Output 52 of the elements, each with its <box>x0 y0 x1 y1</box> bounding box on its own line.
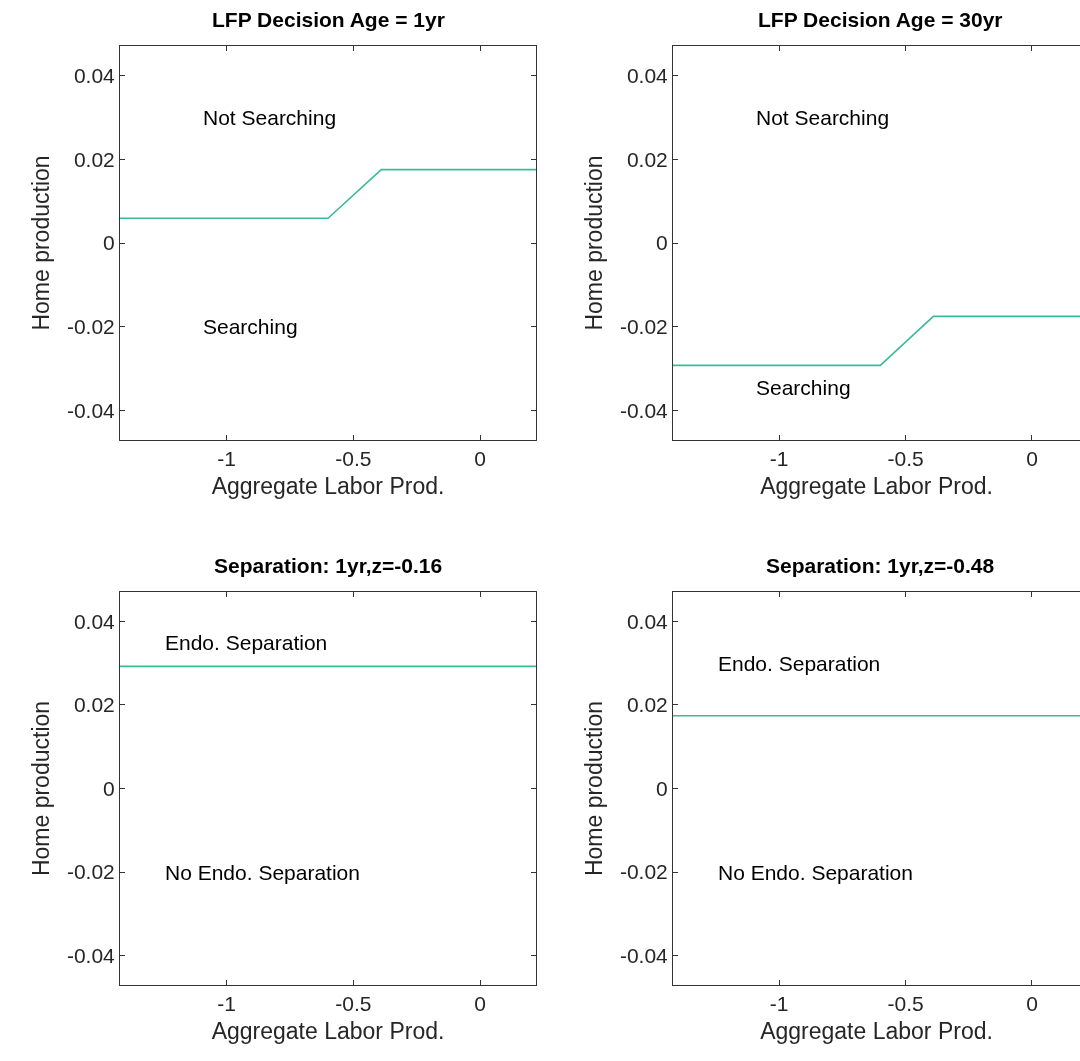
y-tick-label: 0.04 <box>626 63 669 87</box>
x-tick-label: -1 <box>217 992 236 1016</box>
annotation: Not Searching <box>756 106 890 129</box>
x-tick-label: -1 <box>769 992 789 1016</box>
annotation: Searching <box>203 315 298 338</box>
y-tick-label: 0.02 <box>626 693 668 717</box>
annotation: Not Searching <box>203 106 337 129</box>
x-axis-title: Aggregate Labor Prod. <box>211 472 445 499</box>
y-tick-label: 0.04 <box>626 609 669 633</box>
annotation: Endo. Separation <box>165 631 328 654</box>
y-tick-label: 0.04 <box>73 63 116 87</box>
x-axis-title: Aggregate Labor Prod. <box>760 472 993 499</box>
y-tick-label: -0.04 <box>619 944 669 968</box>
y-tick-label: -0.04 <box>66 399 116 423</box>
x-tick-label: -1 <box>217 447 236 471</box>
chart-title: Separation: 1yr,z=-0.16 <box>214 554 443 577</box>
x-tick-label: 0 <box>474 992 487 1016</box>
x-tick-label: -0.5 <box>335 447 372 471</box>
x-tick-label: -0.5 <box>335 992 372 1016</box>
y-axis-title: Home production <box>28 700 55 877</box>
y-axis-title: Home production <box>28 155 55 331</box>
chart-title: Separation: 1yr,z=-0.48 <box>766 554 995 577</box>
y-tick-label: -0.02 <box>66 860 115 884</box>
y-tick-label: 0.02 <box>73 147 115 171</box>
chart-title: LFP Decision Age = 30yr <box>758 8 1003 31</box>
y-tick-label: -0.02 <box>619 860 668 884</box>
y-tick-label: -0.02 <box>619 315 668 339</box>
y-tick-label: 0 <box>103 231 115 255</box>
x-tick-label: -0.5 <box>887 447 924 471</box>
annotation: Endo. Separation <box>718 652 881 675</box>
annotation: No Endo. Separation <box>165 861 360 884</box>
x-axis-title: Aggregate Labor Prod. <box>760 1017 993 1044</box>
x-tick-label: 0 <box>474 447 487 471</box>
x-tick-label: -0.5 <box>887 992 924 1016</box>
y-tick-label: 0.02 <box>73 693 115 717</box>
y-tick-label: -0.02 <box>66 315 115 339</box>
y-tick-label: 0 <box>103 776 115 800</box>
y-tick-label: 0.02 <box>626 147 668 171</box>
annotation: Searching <box>756 376 851 399</box>
chart-title: LFP Decision Age = 1yr <box>212 8 445 31</box>
y-tick-label: 0 <box>656 776 668 800</box>
y-tick-label: 0 <box>656 231 668 255</box>
y-axis-title: Home production <box>581 700 608 877</box>
x-tick-label: 0 <box>1026 992 1038 1016</box>
y-axis-title: Home production <box>581 155 608 331</box>
y-tick-label: 0.04 <box>73 609 116 633</box>
x-tick-label: 0 <box>1026 447 1038 471</box>
x-tick-label: -1 <box>769 447 789 471</box>
x-axis-title: Aggregate Labor Prod. <box>211 1017 445 1044</box>
y-tick-label: -0.04 <box>66 944 116 968</box>
y-tick-label: -0.04 <box>619 399 669 423</box>
annotation: No Endo. Separation <box>718 861 913 884</box>
